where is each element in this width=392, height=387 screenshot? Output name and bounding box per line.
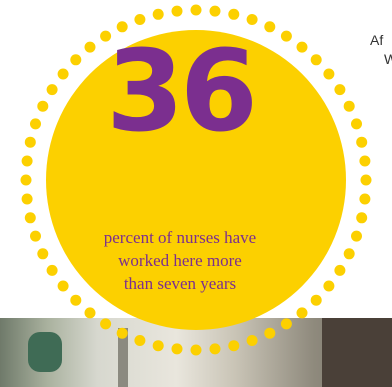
ring-dot (280, 30, 292, 42)
ring-dot (209, 343, 221, 355)
ring-dot (360, 174, 372, 186)
ring-dot (57, 68, 69, 80)
ring-dot (134, 14, 146, 25)
ring-dot (46, 264, 58, 276)
ring-dot (116, 327, 128, 339)
ring-dot (280, 318, 292, 330)
ring-dot (84, 307, 96, 319)
photo-object (28, 332, 62, 372)
ring-dot (351, 118, 362, 130)
ring-dot (356, 136, 368, 148)
ring-dot (30, 118, 41, 130)
caption-line-3: than seven years (123, 274, 237, 293)
ring-dot (30, 230, 41, 242)
ring-dot (343, 100, 355, 112)
photo-object (118, 328, 128, 387)
ring-dot (264, 21, 276, 33)
ring-dot (70, 294, 82, 306)
ring-dot (351, 230, 362, 242)
caption-line-2: worked here more (118, 251, 242, 270)
ring-dot (310, 54, 322, 66)
ring-dot (359, 193, 371, 205)
ring-dot (24, 136, 36, 148)
ring-dot (171, 343, 183, 355)
ring-dot (37, 248, 49, 260)
stat-caption: percent of nurses have worked here more … (0, 226, 392, 295)
ring-dot (343, 248, 355, 260)
ring-dot (21, 155, 33, 167)
ring-dot (152, 340, 164, 352)
ring-dot (70, 54, 82, 66)
ring-dot (264, 327, 276, 339)
ring-dot (37, 100, 49, 112)
ring-dot (209, 5, 221, 17)
ring-dot (152, 8, 164, 20)
photo-object (322, 318, 392, 387)
ring-dot (323, 68, 335, 80)
ring-dot (116, 21, 128, 33)
ring-dot (228, 340, 240, 352)
ring-dot (323, 280, 335, 292)
ring-dot (310, 294, 322, 306)
ring-dot (171, 5, 183, 17)
side-text-line-2: W (384, 51, 392, 67)
ring-dot (100, 30, 112, 42)
stat-number: 36 (106, 27, 258, 157)
ring-dot (334, 264, 346, 276)
ring-dot (228, 8, 240, 20)
ring-dot (21, 193, 33, 205)
ring-dot (57, 280, 69, 292)
dotted-ring (20, 4, 372, 356)
stat-circle (46, 30, 346, 330)
ring-dot (356, 212, 368, 224)
ring-dot (190, 344, 202, 356)
ring-dot (24, 212, 36, 224)
ring-dot (20, 174, 32, 186)
ring-dot (296, 307, 308, 319)
ring-dot (246, 335, 258, 346)
ring-dot (84, 41, 96, 53)
ring-dot (100, 318, 112, 330)
side-text-line-1: Af (370, 32, 384, 48)
ring-dot (246, 14, 258, 25)
ring-dot (359, 155, 371, 167)
ring-dot (46, 84, 58, 96)
ring-dot (190, 4, 202, 16)
caption-line-1: percent of nurses have (103, 228, 257, 247)
ring-dot (134, 335, 146, 346)
ring-dot (296, 41, 308, 53)
ring-dot (334, 84, 346, 96)
